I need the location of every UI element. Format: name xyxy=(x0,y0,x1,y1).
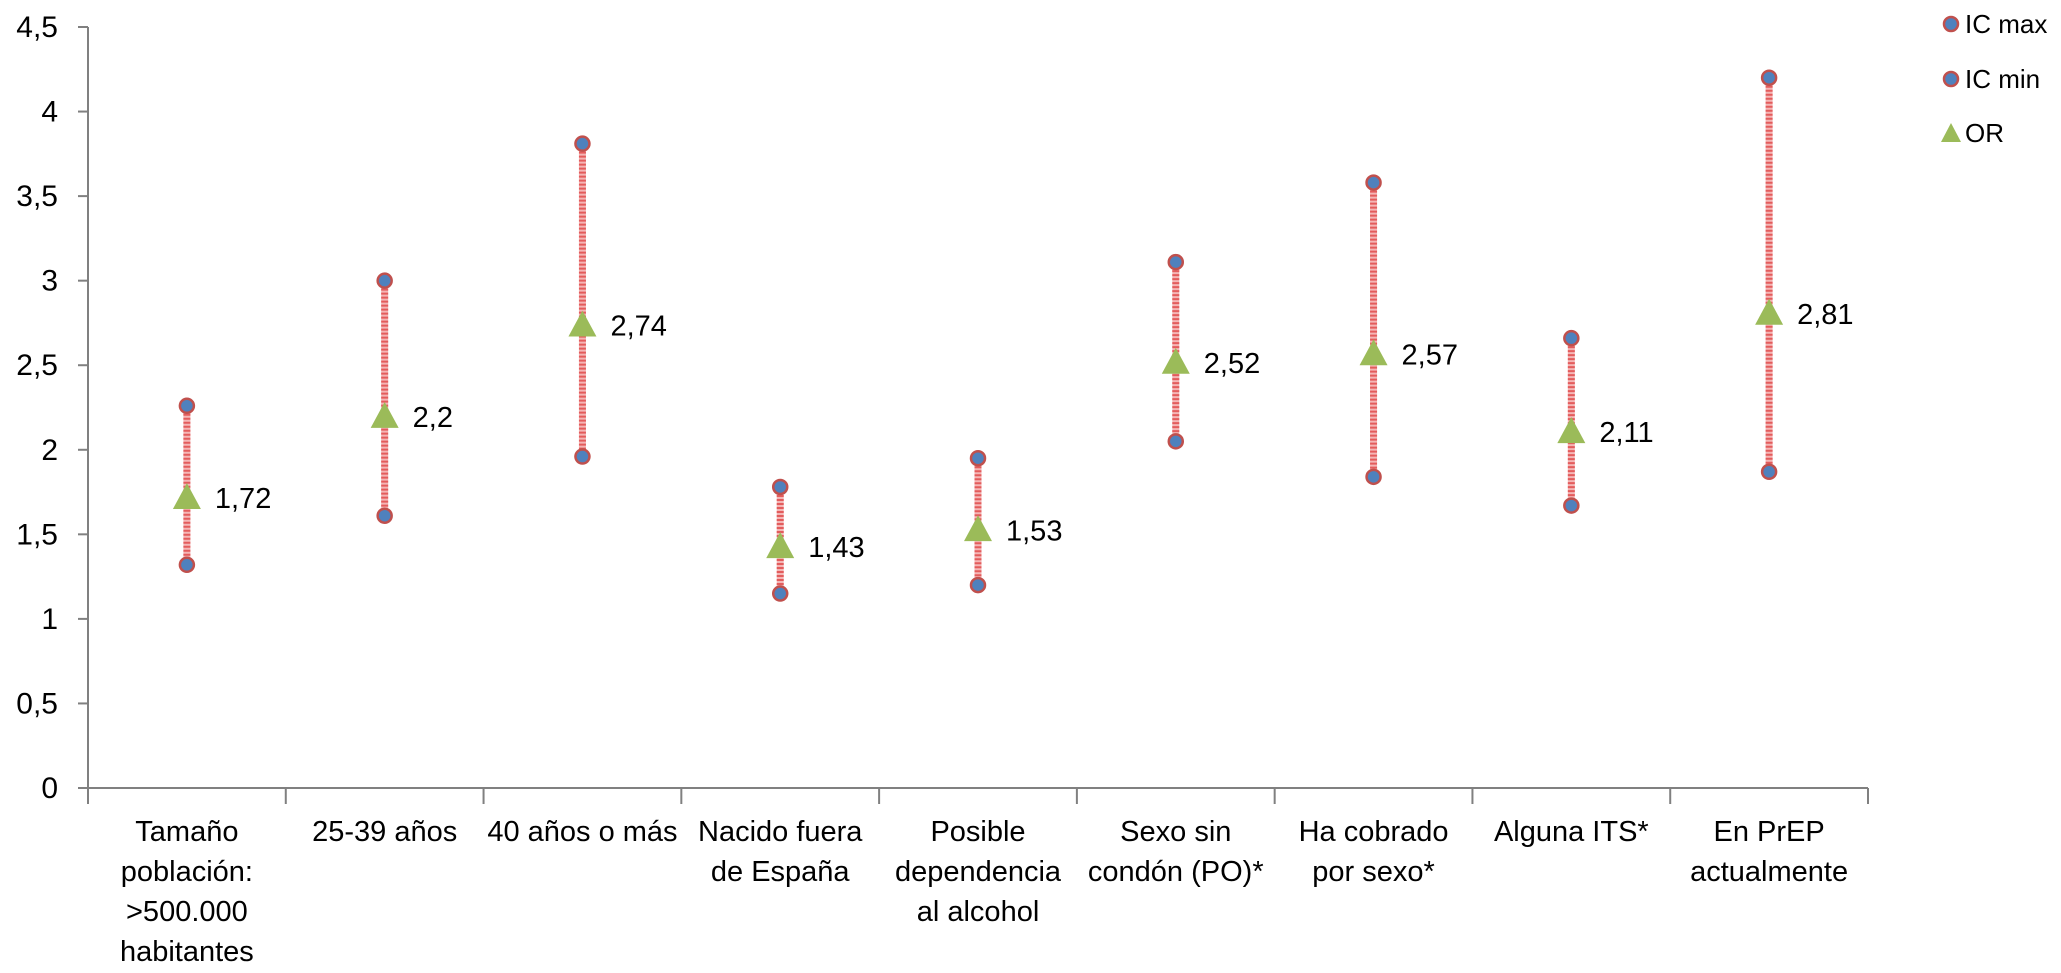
x-category-label-line: Alguna ITS* xyxy=(1494,816,1649,848)
or-data-label: 2,74 xyxy=(610,311,666,343)
or-point xyxy=(568,310,597,337)
x-category-label-line: condón (PO)* xyxy=(1088,856,1264,888)
ic-min-point xyxy=(1167,433,1185,450)
ic-min-point xyxy=(771,585,789,602)
axes xyxy=(78,26,1869,804)
y-tick-label: 1,5 xyxy=(16,518,58,551)
legend-label: OR xyxy=(1965,118,2004,148)
x-category-label-line: >500.000 xyxy=(126,896,248,928)
or-data-label: 2,81 xyxy=(1797,299,1853,331)
x-category-label-line: población: xyxy=(121,856,253,888)
x-category-label-line: por sexo* xyxy=(1312,856,1435,888)
ic-max-point xyxy=(1563,329,1580,347)
y-tick-label: 2 xyxy=(41,434,58,467)
ic-min-point xyxy=(574,448,591,465)
legend-marker-circle xyxy=(1942,70,1960,88)
x-category-label-line: En PrEP xyxy=(1714,816,1825,848)
x-category-label: Ha cobrado por sexo* xyxy=(1299,816,1449,888)
ic-min-point xyxy=(178,556,196,574)
or-point xyxy=(1755,298,1784,325)
ic-min-point xyxy=(1760,463,1778,481)
plot-area: 1,72 2,2 2,74 1,43 1,53 2,52 2,57 2,11 2,81 xyxy=(172,69,1854,602)
y-tick-label: 4,5 xyxy=(16,11,58,44)
ic-max-point xyxy=(771,478,789,496)
or-data-label: 2,52 xyxy=(1204,348,1260,380)
x-category-label-line: Tamaño xyxy=(135,816,238,848)
legend-label: IC min xyxy=(1965,64,2040,94)
x-category-label-line: Ha cobrado xyxy=(1299,816,1449,848)
ic-min-point xyxy=(376,507,393,524)
ic-min-point xyxy=(1563,497,1580,514)
x-category-label: Alguna ITS* xyxy=(1494,816,1649,848)
or-point xyxy=(1359,339,1388,366)
ic-min-point xyxy=(1365,468,1382,486)
x-category-label: Sexo sin condón (PO)* xyxy=(1088,816,1264,888)
x-category-label: Tamaño población: >500.000 habitantes xyxy=(120,816,254,968)
or-point xyxy=(964,515,992,542)
y-tick-label: 4 xyxy=(41,96,58,129)
x-category-label: En PrEP actualmente xyxy=(1690,816,1848,888)
or-point xyxy=(766,532,795,559)
or-point xyxy=(1557,417,1586,444)
ic-max-point xyxy=(1760,69,1778,86)
legend-marker-circle xyxy=(1942,15,1960,33)
legend-label: IC max xyxy=(1965,9,2047,39)
x-category-label-line: 25-39 años xyxy=(312,816,457,848)
y-tick-label: 0,5 xyxy=(16,687,58,720)
x-category-label-line: Sexo sin xyxy=(1120,816,1231,848)
or-data-label: 1,53 xyxy=(1006,515,1062,547)
ic-max-point xyxy=(376,272,393,289)
x-category-label-line: dependencia xyxy=(895,856,1062,888)
ic-min-point xyxy=(969,576,987,594)
or-point xyxy=(370,401,399,428)
x-category-label-line: habitantes xyxy=(120,936,254,968)
or-data-label: 1,43 xyxy=(808,532,864,564)
y-axis-tick-labels: 0 0,5 1 1,5 2 2,5 3 3,5 4 4,5 xyxy=(16,11,58,805)
or-point xyxy=(172,483,201,510)
ic-max-point xyxy=(969,449,987,467)
x-category-label-line: actualmente xyxy=(1690,856,1848,888)
ic-max-point xyxy=(574,135,591,152)
ic-max-point xyxy=(178,397,196,415)
y-tick-label: 2,5 xyxy=(16,349,58,382)
y-tick-label: 1 xyxy=(41,603,58,636)
or-data-label: 2,11 xyxy=(1599,417,1653,449)
x-category-label-line: Posible xyxy=(930,816,1025,848)
or-data-label: 2,57 xyxy=(1402,339,1458,371)
y-tick-label: 0 xyxy=(41,772,58,805)
or-point xyxy=(1161,347,1190,374)
x-category-label-line: al alcohol xyxy=(917,896,1040,928)
x-category-label-line: Nacido fuera xyxy=(698,816,863,848)
x-category-label: 25-39 años xyxy=(312,816,457,848)
or-data-label: 2,2 xyxy=(413,402,453,434)
ic-max-point xyxy=(1365,174,1382,191)
x-category-label-line: de España xyxy=(711,856,851,888)
or-data-label: 1,72 xyxy=(215,483,271,515)
y-tick-label: 3 xyxy=(41,265,58,298)
legend: IC max IC min OR xyxy=(1941,9,2047,148)
x-axis-category-labels: Tamaño población: >500.000 habitantes 25-39 … xyxy=(120,816,1848,968)
x-category-label: Posible dependencia al alcohol xyxy=(895,816,1062,928)
x-category-label: 40 años o más xyxy=(487,816,677,848)
legend-marker-triangle xyxy=(1941,123,1961,142)
y-tick-label: 3,5 xyxy=(16,180,58,213)
x-category-label: Nacido fuera de España xyxy=(698,816,863,888)
x-category-label-line: 40 años o más xyxy=(487,816,677,848)
ic-max-point xyxy=(1167,253,1185,271)
